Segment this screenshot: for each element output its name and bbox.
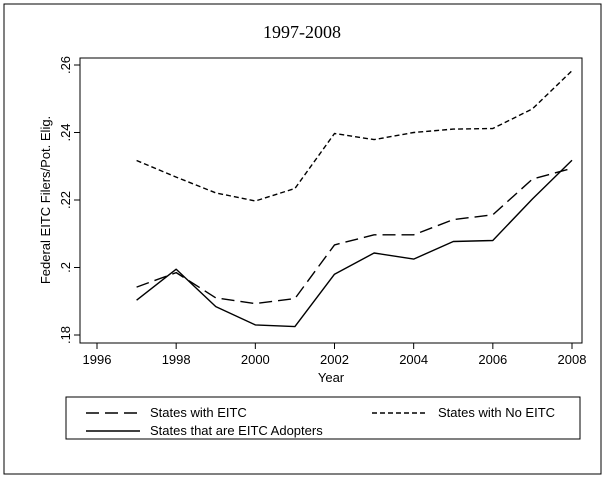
y-axis-label: Federal EITC Filers/Pot. Elig. (38, 116, 53, 284)
plot-frame (79, 57, 583, 344)
x-tick-label: 2006 (478, 352, 507, 367)
x-tick-label: 2000 (241, 352, 270, 367)
x-tick-label: 1998 (162, 352, 191, 367)
legend-label-0: States with EITC (150, 405, 247, 420)
legend-label-1: States with No EITC (438, 405, 555, 420)
x-tick-label: 1996 (83, 352, 112, 367)
x-axis-label: Year (318, 370, 345, 385)
series-line-2 (136, 159, 573, 328)
x-axis: 1996 1998 2000 2002 2004 2006 2008 (83, 343, 587, 367)
series-line-1 (136, 70, 573, 202)
series-line-0 (136, 167, 573, 305)
legend: States with EITC States with No EITC State… (86, 405, 555, 438)
y-tick-label: .22 (58, 191, 73, 209)
x-tick-label: 2002 (320, 352, 349, 367)
y-tick-label: .18 (58, 326, 73, 344)
legend-box (65, 396, 581, 440)
x-tick-label: 2004 (399, 352, 428, 367)
x-tick-label: 2008 (558, 352, 587, 367)
y-axis: .18 .2 .22 .24 .26 (58, 56, 80, 344)
y-tick-label: .26 (58, 56, 73, 74)
y-tick-label: .2 (58, 262, 73, 273)
legend-label-2: States that are EITC Adopters (150, 423, 323, 438)
chart-title: 1997-2008 (263, 22, 341, 42)
series-lines (136, 70, 573, 328)
y-tick-label: .24 (58, 123, 73, 141)
